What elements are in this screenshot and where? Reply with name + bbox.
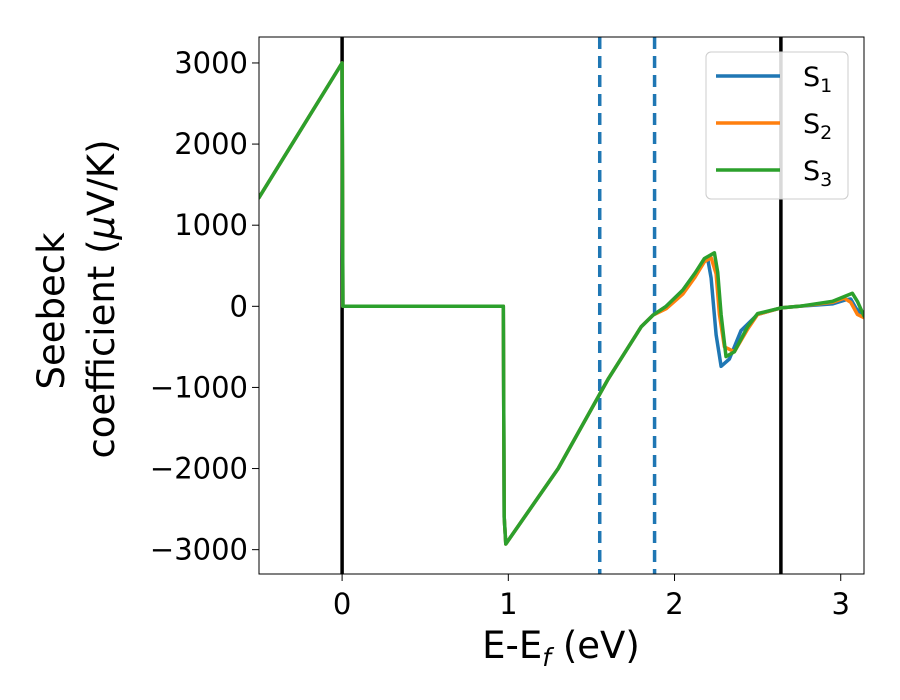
x-tick-label: 3: [832, 587, 850, 621]
y-axis-label-line1: Seebeck: [30, 232, 73, 390]
y-tick-label: 0: [230, 289, 248, 323]
legend-box: [705, 51, 849, 200]
legend-label-2: S2: [803, 109, 832, 144]
y-axis-label-line2: coefficient (μV/K): [80, 139, 123, 458]
legend: S1 S2 S3: [705, 51, 849, 200]
series-line-3: [259, 61, 864, 546]
series-lines: [259, 61, 864, 546]
x-tick-label: 2: [665, 587, 683, 621]
legend-label-3: S3: [803, 156, 832, 191]
legend-label-1: S1: [803, 62, 832, 97]
x-tick-label: 0: [333, 587, 351, 621]
plot-frame: [258, 36, 865, 575]
x-tick-label: 1: [499, 587, 517, 621]
y-tick-label: 3000: [174, 46, 248, 80]
y-tick-label: −3000: [150, 533, 248, 567]
y-tick-label: 1000: [174, 208, 248, 242]
y-tick-label: 2000: [174, 127, 248, 161]
y-axis-ticks: 3000 2000 1000 0 −1000 −2000 −3000: [150, 46, 259, 567]
y-tick-label: −1000: [150, 370, 248, 404]
x-axis-label: E-Ef (eV): [482, 624, 640, 672]
x-axis-ticks: 0 1 2 3: [333, 574, 850, 621]
y-tick-label: −2000: [150, 452, 248, 486]
